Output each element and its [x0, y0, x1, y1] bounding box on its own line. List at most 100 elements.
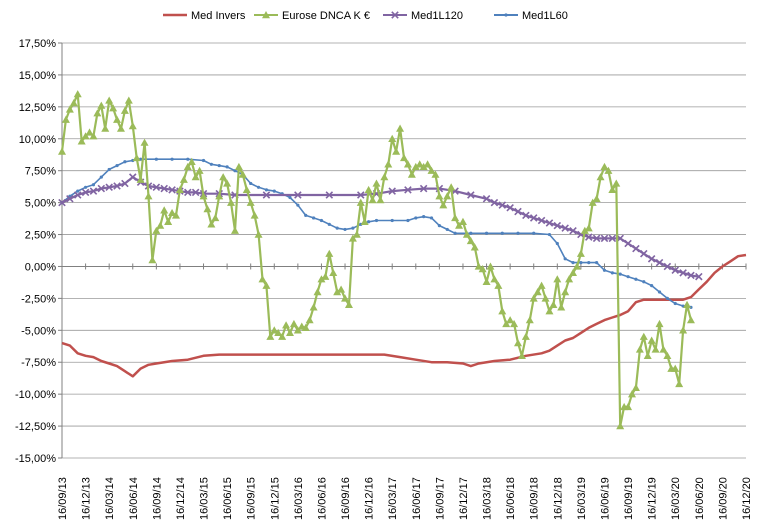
data-point-marker	[105, 96, 114, 104]
data-point-marker	[384, 160, 393, 168]
data-point-marker	[246, 198, 255, 206]
data-point-marker	[639, 332, 648, 340]
data-point-marker	[494, 281, 503, 289]
data-point-marker	[545, 219, 554, 227]
data-point-marker	[256, 185, 261, 189]
data-point-marker	[647, 255, 656, 263]
x-tick-label: 16/09/15	[246, 477, 258, 520]
data-point-marker	[635, 345, 644, 353]
data-point-marker	[447, 183, 456, 191]
data-point-marker	[313, 288, 322, 296]
data-point-marker	[584, 224, 593, 232]
data-point-marker	[655, 319, 664, 328]
marker-stroke	[294, 191, 302, 199]
data-point-marker	[77, 137, 86, 145]
data-point-marker	[596, 173, 605, 181]
data-point-marker	[659, 345, 668, 353]
data-point-marker	[462, 230, 471, 238]
data-point-marker	[128, 173, 137, 181]
data-point-marker	[156, 221, 165, 229]
data-point-marker	[537, 216, 546, 225]
data-point-marker	[453, 231, 457, 235]
data-point-marker	[529, 294, 538, 302]
data-point-marker	[484, 231, 489, 235]
data-point-marker	[655, 258, 664, 267]
data-point-marker	[437, 224, 441, 228]
legend-item: Med1L120	[383, 10, 463, 22]
data-point-marker	[549, 300, 558, 308]
data-point-marker	[521, 332, 530, 340]
marker-stroke	[529, 214, 538, 222]
y-tick-label: 7,50%	[25, 166, 56, 178]
data-point-marker	[262, 11, 270, 19]
x-tick-label: 16/09/20	[717, 477, 729, 520]
data-point-marker	[217, 163, 221, 168]
data-point-marker	[537, 281, 546, 289]
data-point-marker	[154, 157, 158, 161]
marker-stroke	[663, 262, 672, 271]
y-axis-ticks: -15,00% -12,50% -10,00% -7,50% -5,00% -2,50% 0…	[15, 38, 62, 465]
data-point-marker	[352, 230, 361, 238]
marker-stroke	[152, 183, 161, 192]
series-line	[61, 253, 747, 378]
series-eurose-dnca-k	[58, 90, 695, 430]
data-point-marker	[309, 303, 318, 311]
x-tick-label: 16/03/15	[199, 477, 211, 520]
data-point-marker	[532, 231, 536, 235]
data-point-marker	[215, 192, 224, 200]
gridlines	[62, 42, 746, 459]
x-tick-label: 16/12/15	[269, 477, 281, 520]
data-point-marker	[81, 132, 90, 140]
series-line	[60, 93, 693, 428]
x-tick-label: 16/06/14	[128, 477, 140, 520]
data-point-marker	[187, 157, 196, 165]
data-point-marker	[83, 185, 88, 189]
data-point-marker	[563, 257, 567, 261]
data-point-marker	[634, 277, 638, 281]
marker-stroke	[592, 234, 601, 243]
x-tick-label: 16/03/20	[670, 477, 682, 520]
x-tick-label: 16/06/17	[411, 477, 423, 520]
data-point-marker	[317, 275, 326, 283]
data-point-marker	[183, 162, 192, 171]
x-tick-label: 16/12/16	[364, 477, 376, 520]
data-point-marker	[553, 221, 562, 230]
data-point-marker	[557, 303, 566, 311]
data-point-marker	[91, 183, 96, 187]
x-tick-label: 16/12/14	[175, 477, 187, 520]
y-tick-label: 5,00%	[25, 198, 56, 210]
y-tick-label: 17,50%	[19, 38, 57, 50]
data-point-marker	[569, 268, 578, 277]
data-point-marker	[296, 203, 300, 207]
data-point-marker	[427, 166, 436, 174]
data-point-marker	[109, 104, 118, 112]
data-point-marker	[234, 162, 243, 171]
data-point-marker	[113, 182, 121, 190]
data-point-marker	[73, 191, 82, 199]
data-point-marker	[500, 231, 504, 235]
legend: Med Invers Eurose DNCA K € Med1L120 Med1L60	[163, 10, 568, 22]
data-point-marker	[195, 166, 204, 174]
data-point-marker	[422, 215, 426, 219]
data-point-marker	[650, 284, 654, 288]
data-point-marker	[663, 262, 672, 271]
data-point-marker	[58, 198, 66, 207]
data-point-marker	[211, 213, 220, 222]
data-point-marker	[679, 269, 687, 277]
data-point-marker	[219, 173, 228, 181]
data-point-marker	[545, 307, 554, 315]
y-tick-label: -10,00%	[15, 389, 56, 401]
data-point-marker	[191, 188, 200, 197]
marker-stroke	[128, 173, 137, 181]
data-point-marker	[429, 216, 434, 220]
data-point-marker	[272, 189, 276, 193]
marker-stroke	[58, 198, 66, 207]
data-point-marker	[97, 101, 106, 109]
data-point-marker	[592, 234, 601, 243]
data-point-marker	[600, 234, 609, 243]
x-tick-label: 16/09/14	[151, 477, 163, 520]
data-point-marker	[516, 231, 520, 235]
x-tick-label: 16/09/13	[57, 477, 69, 520]
data-point-marker	[356, 198, 365, 206]
